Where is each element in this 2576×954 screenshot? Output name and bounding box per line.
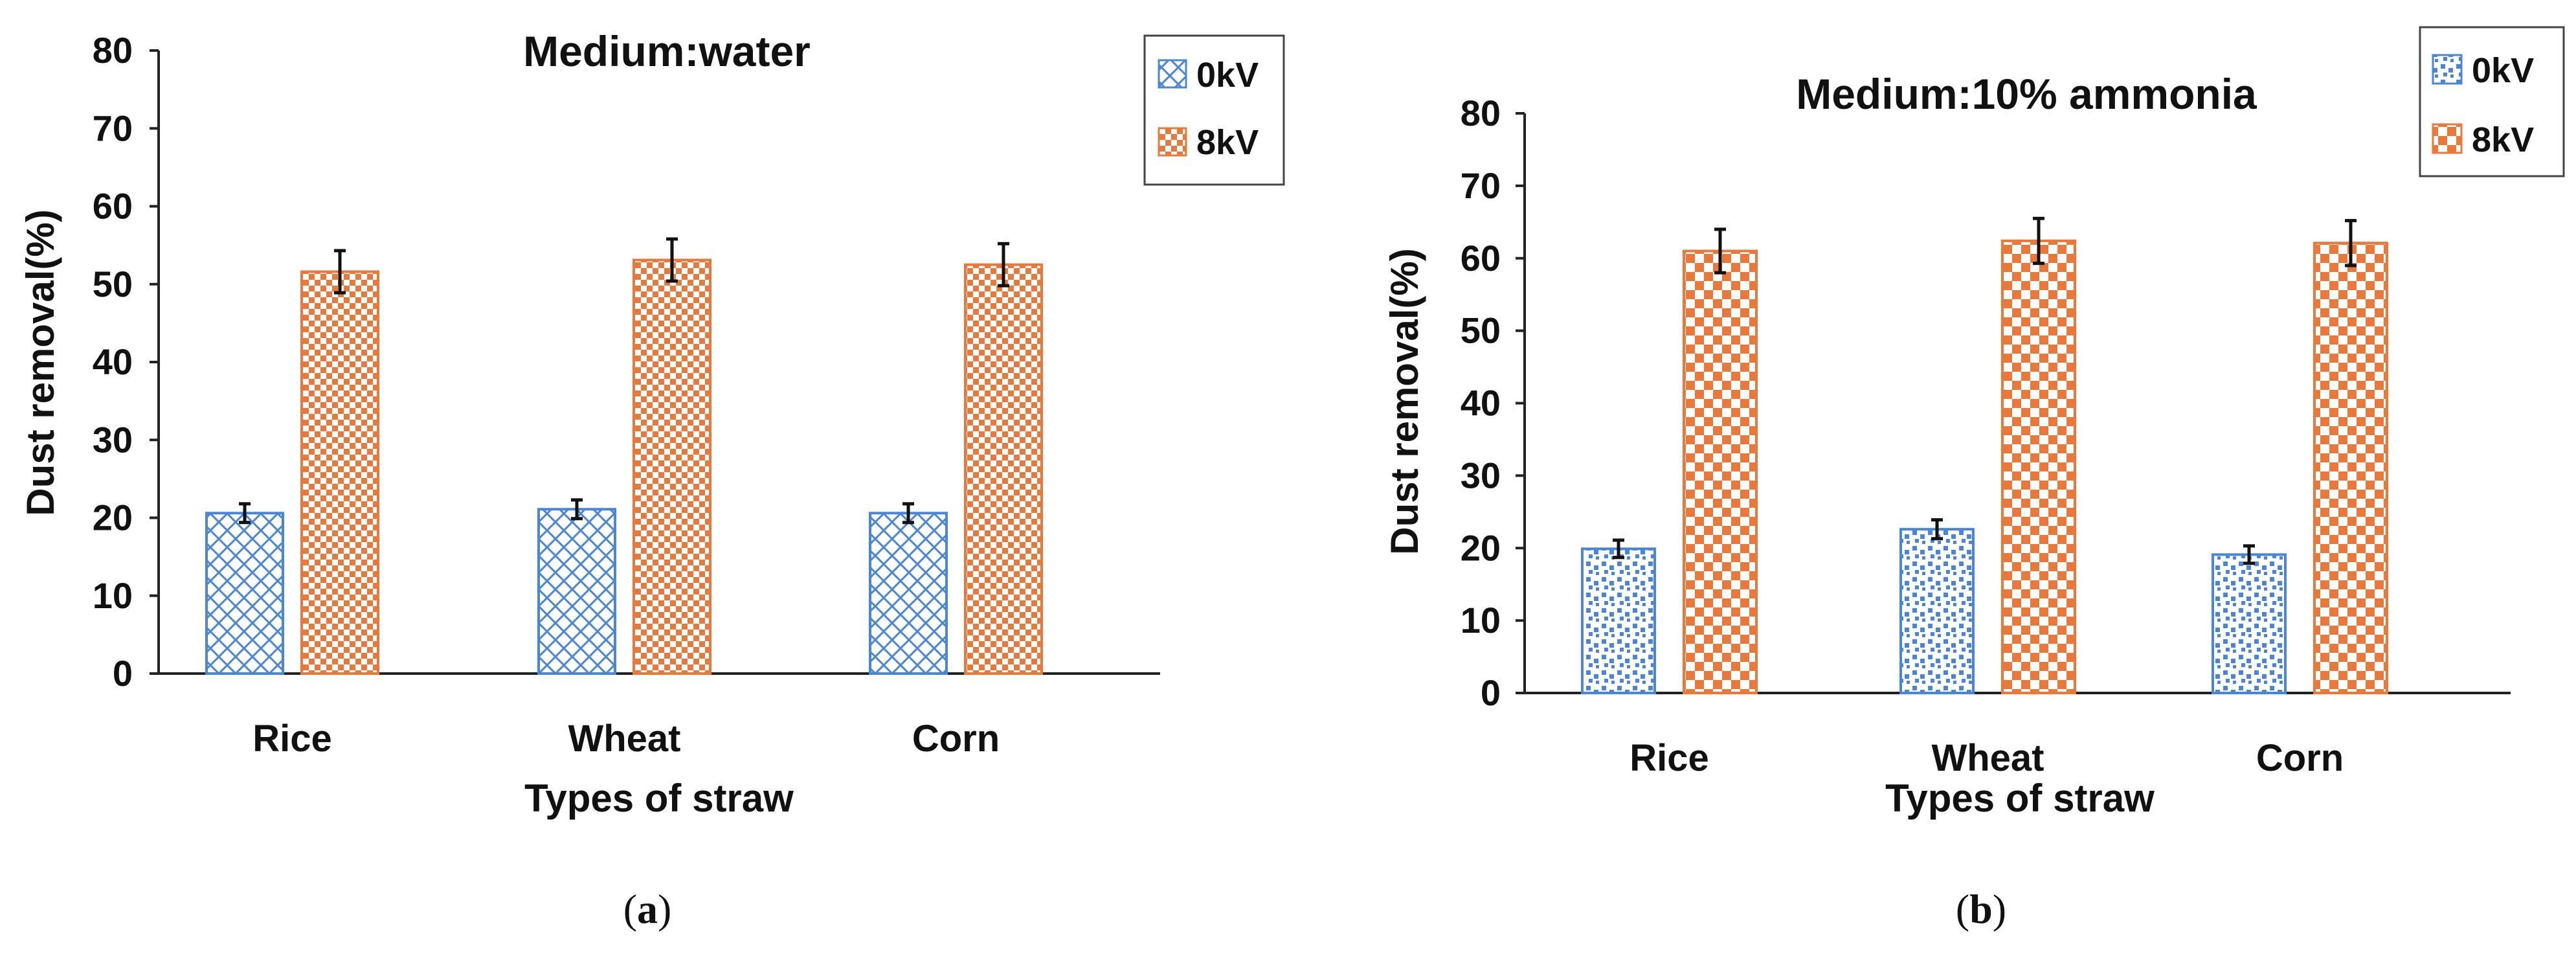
- y-tick-label: 40: [93, 341, 133, 382]
- legend-label-0kV: 0kV: [2472, 51, 2534, 90]
- x-tick-label-rice: Rice: [1630, 737, 1709, 779]
- y-tick-label: 0: [1481, 672, 1501, 713]
- y-axis-label: Dust removal(%): [1383, 248, 1426, 554]
- bar-0kV-rice: [205, 512, 284, 675]
- y-tick-label: 20: [1461, 527, 1501, 568]
- bar-0kV-corn: [2212, 553, 2287, 694]
- x-tick-label-rice: Rice: [252, 718, 332, 760]
- legend: 0kV 8kV: [2419, 26, 2565, 177]
- legend-swatch-0kV: [2432, 54, 2463, 85]
- chart-title: Medium:water: [523, 27, 811, 75]
- y-tick-label: 70: [93, 108, 133, 148]
- bars: [205, 237, 1043, 676]
- y-tick-label: 70: [1461, 165, 1501, 206]
- bars: [1581, 216, 2388, 695]
- x-tick-label-wheat: Wheat: [568, 718, 681, 760]
- error-bar-8kV-wheat: [666, 237, 678, 283]
- bar-8kV-rice: [300, 270, 379, 675]
- chart-title: Medium:10% ammonia: [1796, 70, 2257, 118]
- bar-0kV-wheat: [1899, 528, 1975, 694]
- bar-8kV-corn: [2313, 242, 2388, 695]
- legend-swatch-0kV: [1158, 59, 1187, 89]
- y-tick-label: 30: [93, 419, 133, 460]
- error-bar-0kV-wheat: [571, 498, 583, 521]
- error-bar-8kV-rice: [334, 249, 346, 295]
- bar-0kV-wheat: [537, 508, 616, 676]
- bar-0kV-corn: [869, 512, 948, 675]
- error-bar-8kV-wheat: [2033, 216, 2044, 266]
- y-tick-label: 80: [1461, 93, 1501, 133]
- caption-a: (a): [623, 886, 672, 932]
- bar-8kV-rice: [1683, 249, 1758, 694]
- y-tick-label: 60: [93, 186, 133, 227]
- bar-8kV-corn: [964, 263, 1043, 675]
- chart-panel-b: Medium:10% ammonia 0 10 20 30 40 50 60 70 80 Ric…: [1383, 26, 2565, 932]
- y-tick-label: 10: [1461, 600, 1501, 641]
- error-bar-0kV-rice: [239, 502, 251, 525]
- x-tick-label-corn: Corn: [912, 718, 1000, 760]
- legend-label-8kV: 8kV: [2472, 120, 2534, 159]
- legend-swatch-8kV: [1158, 127, 1187, 157]
- x-tick-label-corn: Corn: [2256, 737, 2344, 779]
- error-bar-0kV-rice: [1613, 538, 1624, 560]
- chart-panel-a: Medium:water 0 10 20 30 40 50 60 70 80 Rice Wheat…: [19, 27, 1285, 932]
- y-tick-label: 40: [1461, 383, 1501, 424]
- caption-b: (b): [1956, 886, 2006, 932]
- legend: 0kV 8kV: [1143, 34, 1285, 186]
- y-tick-labels: 0 10 20 30 40 50 60 70 80: [93, 30, 159, 694]
- x-axis-label: Types of straw: [1885, 777, 2155, 820]
- x-axis-label: Types of straw: [524, 777, 794, 820]
- y-tick-labels: 0 10 20 30 40 50 60 70 80: [1461, 93, 1525, 713]
- legend-swatch-8kV: [2432, 123, 2463, 154]
- x-tick-labels: Rice Wheat Corn: [252, 718, 1000, 760]
- error-bar-0kV-wheat: [1931, 518, 1943, 541]
- bar-0kV-rice: [1581, 547, 1656, 695]
- error-bar-0kV-corn: [2243, 544, 2255, 565]
- y-tick-label: 20: [93, 497, 133, 538]
- y-axis-label: Dust removal(%): [19, 209, 62, 516]
- error-bar-8kV-corn: [998, 242, 1009, 288]
- y-tick-label: 10: [93, 575, 133, 616]
- x-tick-label-wheat: Wheat: [1932, 737, 2044, 779]
- legend-label-8kV: 8kV: [1196, 123, 1259, 162]
- error-bar-8kV-corn: [2345, 219, 2357, 267]
- y-tick-label: 60: [1461, 238, 1501, 278]
- y-tick-label: 50: [1461, 310, 1501, 351]
- bar-8kV-wheat: [633, 258, 711, 676]
- y-tick-label: 30: [1461, 455, 1501, 495]
- error-bar-0kV-corn: [902, 502, 914, 525]
- bar-8kV-wheat: [2001, 239, 2076, 694]
- error-bar-8kV-rice: [1714, 227, 1726, 275]
- y-tick-label: 50: [93, 264, 133, 304]
- legend-label-0kV: 0kV: [1196, 56, 1259, 95]
- y-tick-label: 80: [93, 30, 133, 71]
- y-tick-label: 0: [113, 653, 133, 694]
- x-tick-labels: Rice Wheat Corn: [1630, 737, 2344, 779]
